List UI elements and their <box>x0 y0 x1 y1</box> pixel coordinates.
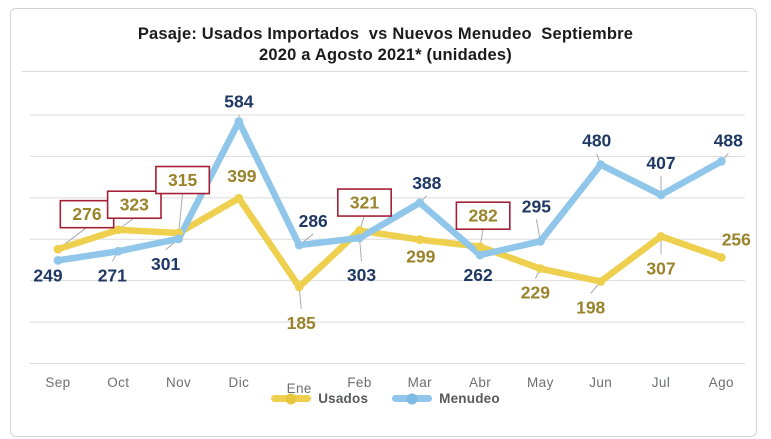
data-point-menudeo <box>415 198 425 208</box>
data-label-usados: 307 <box>646 258 675 278</box>
highlight-box <box>155 165 211 195</box>
legend-marker-dot-icon <box>285 393 297 404</box>
x-axis-label: Mar <box>408 375 433 390</box>
data-label-usados: 282 <box>468 206 497 226</box>
data-label-menudeo: 262 <box>463 265 492 285</box>
legend-item-menudeo: Menudeo <box>392 391 500 406</box>
highlight-box <box>455 201 511 231</box>
data-label-usados: 229 <box>521 283 550 303</box>
data-label-usados: 399 <box>227 166 256 186</box>
data-label-usados: 315 <box>168 170 197 190</box>
data-label-usados: 321 <box>350 193 379 213</box>
data-point-menudeo <box>174 234 184 244</box>
data-label-menudeo: 295 <box>522 196 551 216</box>
data-label-menudeo: 488 <box>714 130 743 150</box>
x-axis-label: Jun <box>589 375 612 390</box>
data-point-usados <box>113 225 123 235</box>
data-label-menudeo: 480 <box>582 131 611 151</box>
legend-swatch-menudeo-icon <box>392 393 433 404</box>
data-point-menudeo <box>234 117 244 127</box>
data-label-menudeo: 584 <box>224 92 253 112</box>
data-label-menudeo: 303 <box>347 265 376 285</box>
highlight-box <box>59 199 115 229</box>
chart-title-line2: 2020 a Agosto 2021* (unidades) <box>259 46 512 64</box>
legend-marker-dot-icon <box>406 393 418 404</box>
data-label-menudeo: 407 <box>646 153 675 173</box>
data-label-menudeo: 286 <box>299 211 328 231</box>
highlight-box <box>106 190 162 220</box>
data-point-usados <box>355 226 364 235</box>
data-point-usados <box>234 193 244 203</box>
data-label-menudeo: 388 <box>412 173 441 193</box>
data-point-menudeo <box>53 255 63 265</box>
data-point-menudeo <box>475 250 485 260</box>
data-point-usados <box>536 264 545 274</box>
x-axis-label: Ene <box>287 381 312 396</box>
data-label-usados: 185 <box>287 313 316 333</box>
x-axis-label: Abr <box>469 375 491 390</box>
data-point-menudeo <box>596 160 606 170</box>
legend-label-menudeo: Menudeo <box>439 391 500 406</box>
data-point-usados <box>294 282 304 292</box>
legend: Usados Menudeo <box>0 391 771 406</box>
x-axis-label: Dic <box>229 375 250 390</box>
chart-title-line1: Pasaje: Usados Importados vs Nuevos Menu… <box>137 25 634 43</box>
data-point-menudeo <box>716 156 726 166</box>
series-line-menudeo <box>54 118 725 264</box>
x-axis-label: Sep <box>45 375 70 390</box>
highlight-box <box>336 188 392 217</box>
data-label-usados: 323 <box>120 195 149 215</box>
label-leader-line <box>178 192 184 234</box>
title-separator <box>22 71 748 72</box>
x-axis-label: Nov <box>166 375 191 390</box>
x-axis-label: May <box>527 375 554 390</box>
data-point-menudeo <box>536 236 545 246</box>
data-label-menudeo: 301 <box>151 254 180 274</box>
data-point-menudeo <box>294 240 304 250</box>
data-label-usados: 299 <box>406 247 435 267</box>
data-point-usados <box>415 235 425 245</box>
data-point-menudeo <box>113 246 123 256</box>
x-axis-label: Ago <box>709 375 734 390</box>
data-label-menudeo: 249 <box>33 265 62 285</box>
x-axis-label: Jul <box>652 375 670 390</box>
data-label-usados: 256 <box>722 229 751 249</box>
data-label-usados: 276 <box>72 204 101 224</box>
data-point-usados <box>475 242 485 252</box>
legend-swatch-usados-icon <box>271 393 312 404</box>
data-point-usados <box>716 253 726 262</box>
legend-item-usados: Usados <box>271 391 368 406</box>
data-point-usados <box>656 231 666 241</box>
chart-title: Pasaje: Usados Importados vs Nuevos Menu… <box>0 24 771 66</box>
data-label-usados: 198 <box>576 297 605 317</box>
data-point-usados <box>596 277 606 286</box>
data-label-menudeo: 271 <box>98 265 127 285</box>
legend-label-usados: Usados <box>318 391 369 406</box>
data-point-menudeo <box>355 233 364 243</box>
series-line-usados <box>54 194 725 291</box>
data-point-usados <box>53 244 63 254</box>
x-axis-label: Oct <box>107 375 129 390</box>
data-point-menudeo <box>656 190 666 200</box>
x-axis-label: Feb <box>347 375 371 390</box>
